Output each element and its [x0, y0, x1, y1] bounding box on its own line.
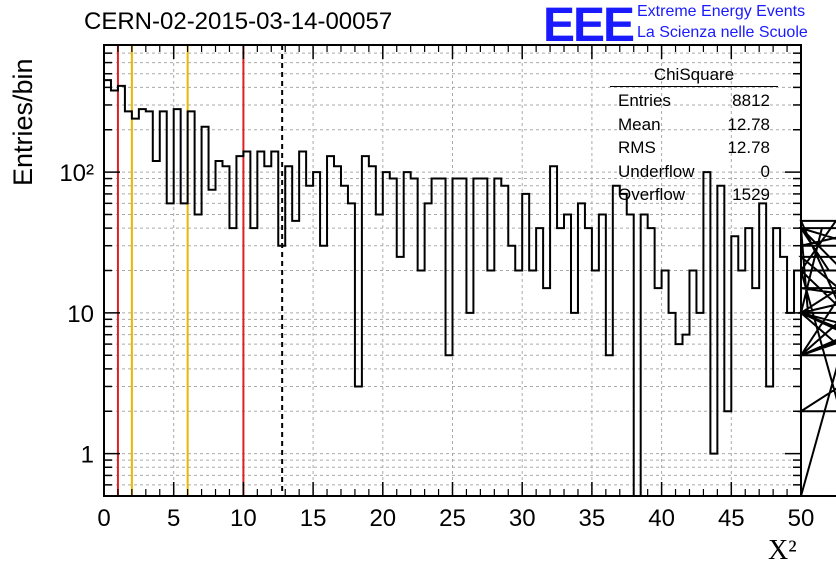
y-tick-label: 1: [81, 442, 94, 469]
x-tick-label: 0: [97, 505, 110, 532]
stats-row: RMS 12.78: [610, 136, 778, 160]
x-tick-label: 5: [167, 505, 180, 532]
stats-label: Entries: [618, 91, 671, 110]
x-tick-label: 35: [579, 505, 606, 532]
y-axis-label: Entries/bin: [8, 58, 38, 186]
x-tick-label: 15: [300, 505, 327, 532]
x-tick-label: 40: [648, 505, 675, 532]
x-tick-label: 50: [788, 505, 815, 532]
axis-tick-labels: 0 5 10 15 20 25 30 35 40 45 50 1 10 10²: [59, 160, 814, 532]
x-tick-label: 25: [439, 505, 466, 532]
x-tick-label: 30: [509, 505, 536, 532]
x-tick-label: 10: [230, 505, 257, 532]
stats-label: Underflow: [618, 161, 695, 181]
eee-logo: EEE: [543, 0, 635, 52]
histogram-series: [104, 79, 836, 497]
stats-title: ChiSquare: [610, 64, 778, 87]
x-axis-label: X²: [768, 535, 797, 566]
logo-line-2: La Scienza nelle Scuole: [637, 24, 808, 41]
axis-ticks: [103, 44, 802, 497]
y-tick-label: 10²: [59, 160, 94, 187]
x-tick-label: 45: [718, 505, 745, 532]
stats-box: ChiSquare Entries 8812 Mean 12.78 RMS 12.78…: [610, 64, 778, 207]
stats-label: Mean: [618, 114, 661, 134]
stats-label: Overflow: [618, 185, 686, 204]
x-tick-label: 20: [369, 505, 396, 532]
stats-value: 8812: [732, 91, 770, 110]
stats-value: 12.78: [727, 114, 770, 134]
stats-label: RMS: [618, 138, 656, 157]
stats-row: Overflow 1529: [610, 183, 778, 207]
stats-value: 0: [760, 161, 770, 181]
y-tick-label: 10: [67, 301, 94, 328]
stats-row: Underflow 0: [610, 160, 778, 184]
stats-value: 12.78: [727, 138, 770, 157]
run-title: CERN-02-2015-03-14-00057: [84, 8, 393, 35]
stats-row: Mean 12.78: [610, 113, 778, 137]
stats-row: Entries 8812: [610, 89, 778, 113]
stats-value: 1529: [732, 185, 770, 204]
logo-line-1: Extreme Energy Events: [637, 3, 806, 20]
